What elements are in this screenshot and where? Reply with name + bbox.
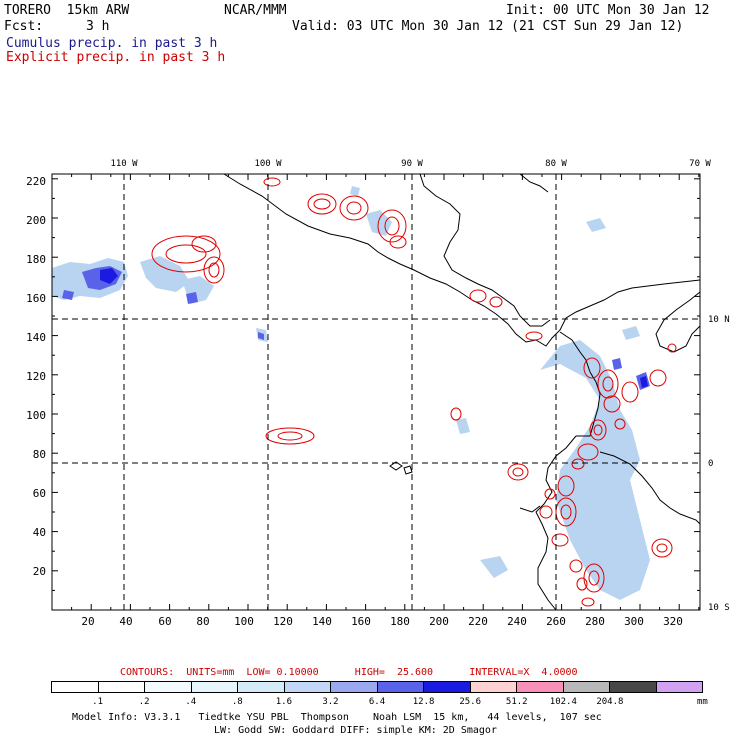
legend-swatch [517, 682, 564, 692]
lon-label: 80 W [545, 159, 567, 169]
y-tick-label: 80 [33, 448, 46, 461]
org-label: NCAR/MMM [224, 3, 287, 18]
valid-time: Valid: 03 UTC Mon 30 Jan 12 (21 CST Sun … [292, 19, 684, 34]
init-time: Init: 00 UTC Mon 30 Jan 12 [506, 3, 710, 18]
model-title: TORERO 15km ARW [4, 3, 130, 18]
y-tick-label: 40 [33, 526, 46, 539]
map-frame [51, 173, 701, 611]
legend-swatch [610, 682, 657, 692]
y-tick-label: 220 [26, 175, 46, 188]
lon-label: 110 W [110, 159, 138, 169]
legend-unit: mm [697, 697, 708, 707]
x-tick-label: 280 [585, 615, 605, 628]
x-tick-label: 200 [429, 615, 449, 628]
contour-info: CONTOURS: UNITS=mm LOW= 0.10000 HIGH= 25… [120, 667, 578, 678]
legend-swatch [98, 682, 145, 692]
cumulus-intense [100, 268, 648, 388]
explicit-precip-label: Explicit precip. in past 3 h [6, 50, 226, 65]
coastlines [223, 173, 701, 611]
x-tick-label: 320 [663, 615, 683, 628]
legend-swatch [377, 682, 424, 692]
lat-label: 10 S [708, 603, 730, 613]
cumulus-precip-label: Cumulus precip. in past 3 h [6, 36, 218, 51]
lon-label: 70 W [689, 159, 711, 169]
legend-label: 25.6 [459, 697, 482, 707]
x-tick-label: 140 [312, 615, 332, 628]
legend-label: .2 [138, 697, 150, 707]
lat-label: 10 N [708, 315, 730, 325]
legend-swatch [191, 682, 238, 692]
precip-color-scale [51, 681, 703, 693]
cumulus-heavy [62, 266, 650, 390]
lat-label: 0 [708, 459, 713, 469]
axis-tick-marks [51, 174, 700, 611]
physics-info: LW: Godd SW: Goddard DIFF: simple KM: 2D… [214, 725, 497, 736]
x-tick-label: 300 [624, 615, 644, 628]
model-info: Model Info: V3.3.1 Tiedtke YSU PBL Thomp… [72, 712, 602, 723]
legend-swatch [656, 682, 702, 692]
y-tick-label: 200 [26, 214, 46, 227]
y-tick-label: 140 [26, 331, 46, 344]
y-tick-label: 120 [26, 370, 46, 383]
cumulus-shading [52, 186, 650, 600]
legend-label: 51.2 [505, 697, 528, 707]
legend-label: 6.4 [368, 697, 386, 707]
x-tick-label: 260 [546, 615, 566, 628]
legend-label: 12.8 [412, 697, 435, 707]
y-tick-label: 160 [26, 292, 46, 305]
legend-swatch [145, 682, 192, 692]
x-tick-label: 120 [273, 615, 293, 628]
explicit-contours [151, 177, 677, 607]
x-tick-label: 160 [351, 615, 371, 628]
x-tick-label: 80 [196, 615, 209, 628]
y-tick-label: 180 [26, 253, 46, 266]
legend-label: .8 [231, 697, 243, 707]
forecast-value: 3 h [86, 19, 110, 34]
x-tick-label: 240 [507, 615, 527, 628]
legend-label: .1 [92, 697, 103, 707]
legend-label: 204.8 [596, 697, 624, 707]
legend-swatch [470, 682, 517, 692]
legend-label: 102.4 [549, 697, 577, 707]
legend-swatch [284, 682, 331, 692]
legend-swatch [52, 682, 99, 692]
lon-label: 90 W [401, 159, 423, 169]
x-tick-label: 100 [234, 615, 254, 628]
legend-label: 3.2 [322, 697, 339, 707]
x-tick-label: 220 [468, 615, 488, 628]
legend-label: .4 [185, 697, 197, 707]
y-tick-label: 100 [26, 409, 46, 422]
legend-swatch [238, 682, 285, 692]
x-tick-label: 20 [81, 615, 94, 628]
legend-label: 1.6 [275, 697, 293, 707]
forecast-label: Fcst: [4, 19, 44, 34]
y-tick-label: 60 [33, 487, 46, 500]
x-tick-label: 180 [390, 615, 410, 628]
y-tick-label: 20 [33, 565, 46, 578]
legend-swatch [563, 682, 610, 692]
x-tick-label: 60 [158, 615, 171, 628]
legend-swatch [424, 682, 471, 692]
lat-lon-grid [52, 174, 700, 610]
legend-swatch [331, 682, 378, 692]
x-tick-label: 40 [119, 615, 132, 628]
lon-label: 100 W [254, 159, 282, 169]
